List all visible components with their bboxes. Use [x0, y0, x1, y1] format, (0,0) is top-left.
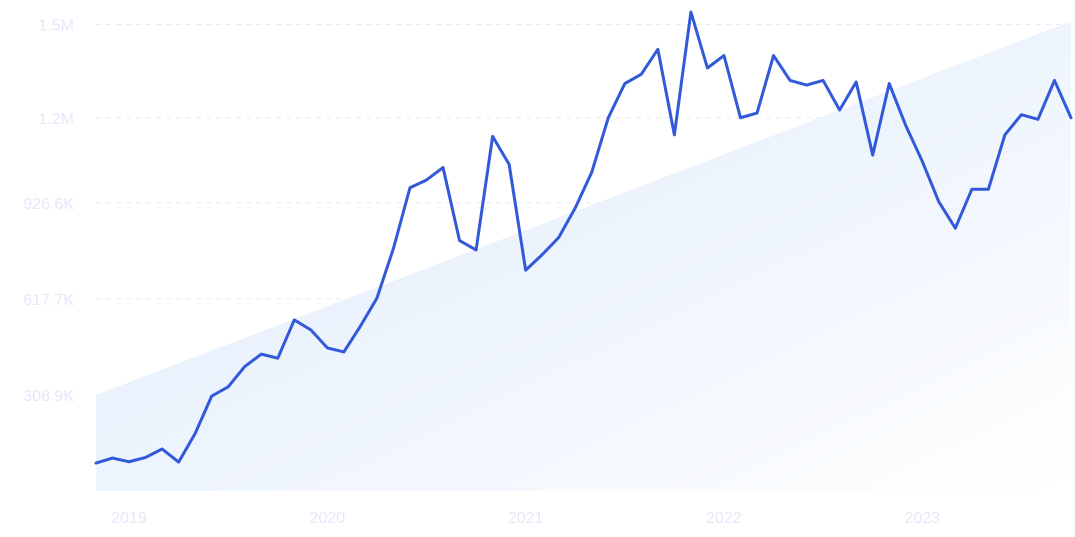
data-point — [390, 245, 396, 251]
data-point — [308, 327, 314, 333]
data-point — [143, 454, 149, 460]
data-point — [820, 77, 826, 83]
data-point — [440, 165, 446, 171]
data-point — [969, 186, 975, 192]
x-tick-label: 2023 — [904, 510, 940, 527]
data-point — [126, 459, 132, 465]
data-point — [853, 79, 859, 85]
data-point — [291, 317, 297, 323]
data-point — [671, 132, 677, 138]
data-point — [225, 384, 231, 390]
data-point — [952, 225, 958, 231]
data-point — [688, 9, 694, 15]
data-point — [985, 186, 991, 192]
data-point — [870, 152, 876, 158]
y-axis-ticks: 308.9K 617.7K 926.6K 1.2M 1.5M — [23, 17, 74, 404]
data-point — [771, 53, 777, 59]
data-point — [886, 81, 892, 87]
data-point — [523, 267, 529, 273]
data-point — [324, 345, 330, 351]
data-point — [275, 355, 281, 361]
data-point — [424, 177, 430, 183]
data-point — [374, 295, 380, 301]
data-point — [473, 247, 479, 253]
x-tick-label: 2022 — [706, 510, 742, 527]
y-tick-label: 308.9K — [23, 388, 74, 405]
data-point — [754, 110, 760, 116]
data-point — [159, 446, 165, 452]
trend-area-shape — [96, 21, 1071, 491]
data-point — [539, 252, 545, 258]
data-point — [1068, 115, 1074, 121]
data-point — [1035, 116, 1041, 122]
data-point — [704, 65, 710, 71]
data-point — [93, 460, 99, 466]
x-tick-label: 2021 — [508, 510, 544, 527]
data-point — [209, 393, 215, 399]
data-point — [737, 115, 743, 121]
data-point — [490, 133, 496, 139]
data-point — [787, 77, 793, 83]
y-tick-label: 617.7K — [23, 292, 74, 309]
data-point — [622, 81, 628, 87]
y-tick-label: 1.2M — [38, 111, 74, 128]
data-point — [837, 107, 843, 113]
data-point — [804, 82, 810, 88]
data-point — [110, 455, 116, 461]
data-point — [506, 161, 512, 167]
x-tick-label: 2019 — [111, 510, 147, 527]
data-point — [638, 71, 644, 77]
data-point — [258, 351, 264, 357]
data-point — [903, 123, 909, 129]
y-tick-label: 1.5M — [38, 17, 74, 34]
data-point — [1018, 112, 1024, 118]
x-axis-ticks: 2019 2020 2021 2022 2023 — [111, 510, 940, 527]
data-point — [556, 235, 562, 241]
data-point — [589, 169, 595, 175]
x-tick-label: 2020 — [310, 510, 346, 527]
data-point — [655, 46, 661, 52]
data-point — [192, 430, 198, 436]
trend-area — [96, 21, 1071, 491]
series-line — [94, 10, 1073, 465]
data-point — [919, 158, 925, 164]
data-point — [721, 53, 727, 59]
data-point — [572, 205, 578, 211]
data-point — [357, 323, 363, 329]
data-point — [407, 185, 413, 191]
data-point — [242, 364, 248, 370]
data-point — [341, 349, 347, 355]
data-point — [605, 115, 611, 121]
y-tick-label: 926.6K — [23, 196, 74, 213]
data-point — [1051, 77, 1057, 83]
data-point — [936, 199, 942, 205]
data-point — [1002, 132, 1008, 138]
series-line-layer — [93, 9, 1074, 466]
data-point — [176, 459, 182, 465]
data-point — [457, 238, 463, 244]
